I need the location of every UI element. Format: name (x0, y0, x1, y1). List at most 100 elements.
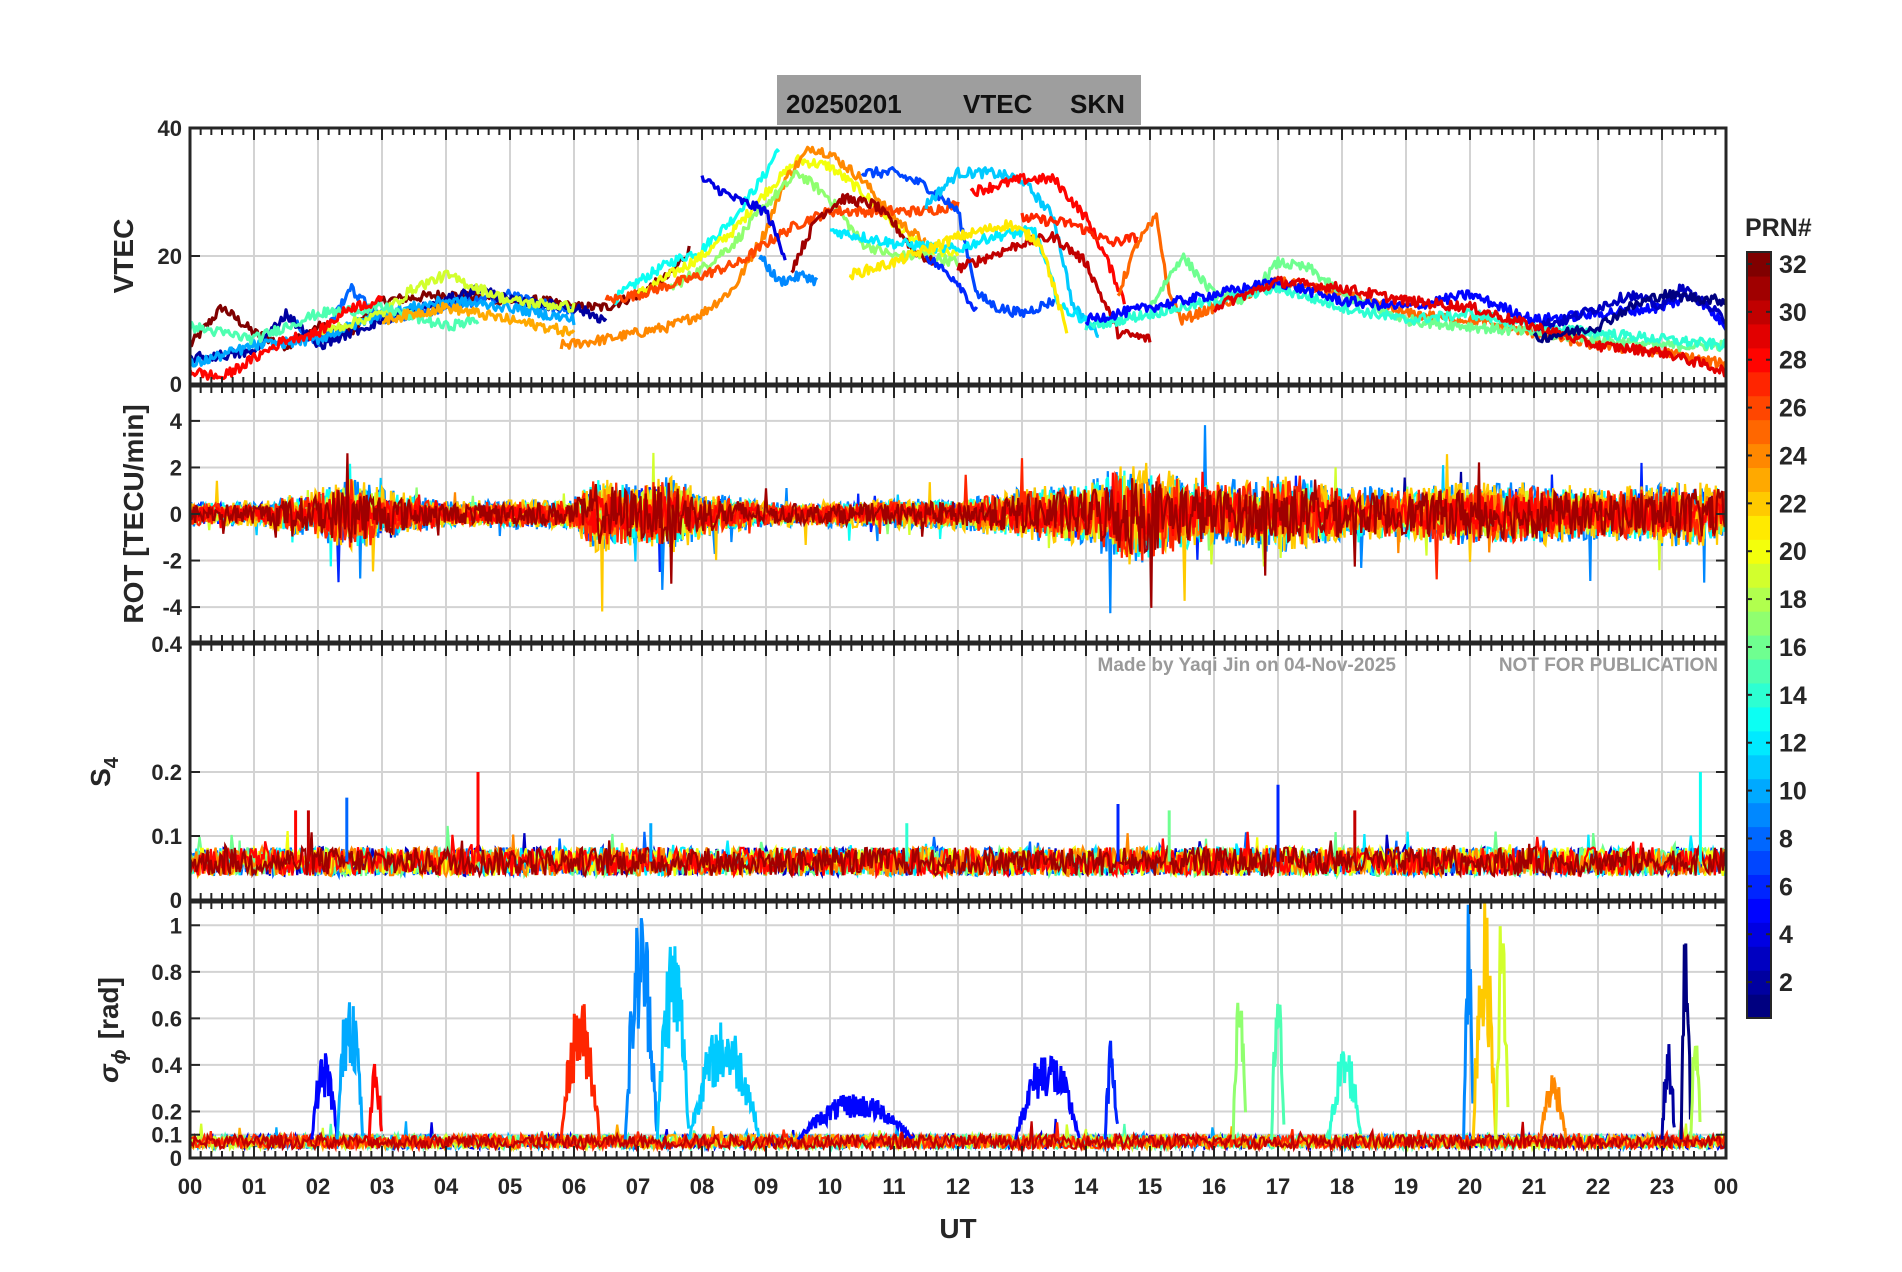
s4-ytick-label: 0.4 (151, 632, 182, 657)
vtec-series-prn-4 (700, 175, 787, 261)
sigma-phi-burst-prn-9 (623, 918, 659, 1140)
sigma-phi-burst-prn-6 (1103, 1040, 1119, 1140)
x-axis: 00 01 02 03 04 05 06 07 08 09 10 11 12 13 14 15 16 17 18 19… (178, 1174, 1738, 1199)
sigma-phi-burst-prn-10 (335, 1002, 364, 1140)
rot-ytick-label: -4 (162, 595, 182, 620)
x-tick-label: 19 (1394, 1174, 1418, 1199)
colorbar-swatch (1747, 563, 1771, 588)
title-date: 20250201 (786, 89, 902, 119)
sigma-phi-burst-prn-1 (1679, 943, 1692, 1140)
title-quantity: VTEC (963, 89, 1033, 119)
sigma-phi-ytick-label: 0.1 (151, 1123, 182, 1148)
vtec-series-prn-7 (860, 166, 1056, 318)
rot-series-prn-31 (190, 453, 1726, 608)
vtec-ytick-label: 0 (170, 372, 182, 397)
sigma-phi-burst-prn-24 (1538, 1075, 1568, 1140)
sigma-phi-ylabel-sub: ϕ (109, 1049, 131, 1064)
colorbar-swatch (1747, 611, 1771, 636)
s4-axes-box (188, 642, 1728, 902)
vtec-ytick-label: 40 (158, 116, 182, 141)
x-tick-label: 05 (498, 1174, 522, 1199)
x-axis-label: UT (939, 1213, 976, 1244)
sigma-phi-burst-prn-5 (310, 1053, 339, 1140)
x-tick-label: 14 (1074, 1174, 1099, 1199)
colorbar-swatch (1747, 467, 1771, 492)
rot-axes-box (188, 384, 1728, 644)
x-tick-label: 20 (1458, 1174, 1482, 1199)
x-tick-label: 03 (370, 1174, 394, 1199)
x-tick-label: 18 (1330, 1174, 1354, 1199)
colorbar-tick-label: 24 (1779, 442, 1807, 470)
colorbar-tick-label: 2 (1779, 969, 1793, 997)
colorbar-swatch (1747, 994, 1771, 1019)
rot-series-prn-22 (190, 454, 1726, 612)
rot-ylabel: ROT [TECU/min] (118, 404, 149, 623)
x-tick-label: 09 (754, 1174, 778, 1199)
colorbar-tick-label: 14 (1779, 682, 1807, 710)
x-tick-label: 01 (242, 1174, 266, 1199)
colorbar-swatch (1747, 515, 1771, 540)
vtec-series-prn-26 (604, 200, 960, 305)
vtec-panel: 0 20 40 VTEC (108, 116, 1728, 397)
sigma-phi-burst-prn-19 (1494, 926, 1510, 1140)
colorbar-tick-label: 32 (1779, 251, 1807, 279)
vtec-series-prn-32 (190, 245, 691, 352)
colorbar-tick-label: 4 (1779, 921, 1793, 949)
colorbar-swatch (1747, 898, 1771, 923)
vtec-series-prn-23 (381, 301, 576, 338)
sigma-phi-burst-prn-15 (1270, 1003, 1286, 1140)
sigma-phi-series-prn-30 (190, 1121, 1726, 1153)
x-tick-label: 10 (818, 1174, 842, 1199)
sigma-phi-ytick-label: 0.8 (151, 960, 182, 985)
vtec-series-prn-20 (636, 154, 960, 295)
sigma-phi-axes-box (188, 900, 1728, 1160)
vtec-ylabel: VTEC (108, 219, 139, 294)
rot-ytick-label: 0 (170, 502, 182, 527)
sigma-phi-burst-prn-27 (559, 1004, 602, 1140)
sigma-phi-burst-prn-11 (655, 946, 691, 1140)
rot-ytick-label: 4 (170, 409, 183, 434)
colorbar-swatch (1747, 419, 1771, 445)
colorbar-tick-label: 20 (1779, 538, 1807, 566)
vtec-series-prn-9 (758, 254, 819, 287)
colorbar-frame (1746, 251, 1772, 1019)
vtec-series-prn-27 (1020, 212, 1139, 248)
vtec-series-prn-1 (1532, 288, 1726, 344)
vtec-grid (189, 127, 1727, 385)
vtec-series-prn-13 (611, 148, 781, 306)
s4-ylabel-main: S (85, 768, 116, 787)
sigma-phi-burst-prn-5 (796, 1094, 914, 1141)
colorbar-tick-label: 12 (1779, 730, 1807, 758)
x-tick-label: 11 (882, 1174, 905, 1199)
x-tick-label: 12 (946, 1174, 970, 1199)
watermark-notice: NOT FOR PUBLICATION (1499, 655, 1718, 676)
sigma-phi-panel: 00.10.2 0.4 0.6 0.8 1 σϕ [rad] (93, 900, 1728, 1171)
colorbar-tick-label: 28 (1779, 347, 1807, 375)
s4-series-prn-31 (190, 832, 1726, 881)
vtec-series-prn-15 (190, 301, 480, 346)
rot-ytick-label: -2 (162, 549, 182, 574)
s4-ytick-label: 0.2 (151, 760, 182, 785)
colorbar-swatch (1747, 658, 1771, 684)
rot-panel: -4 -2 0 2 4 ROT [TECU/min] (118, 384, 1728, 644)
s4-panel: 0 0.1 0.2 0.4 S4 NOT FOR PUBLICATION Made b… (85, 632, 1728, 913)
colorbar-tick-label: 6 (1779, 873, 1793, 901)
colorbar-tick-label: 18 (1779, 586, 1807, 614)
sigma-phi-burst-prn-9 (1462, 904, 1475, 1140)
colorbar-tick-label: 10 (1779, 778, 1807, 806)
sigma-phi-ytick-label: 1 (170, 913, 182, 938)
colorbar-tick-label: 22 (1779, 490, 1807, 518)
rot-ytick-label: 2 (170, 455, 182, 480)
sigma-phi-burst-prn-17 (1231, 1002, 1247, 1140)
colorbar-swatch (1747, 754, 1771, 780)
x-tick-label: 02 (306, 1174, 330, 1199)
vtec-series-prn-29 (1212, 275, 1726, 378)
sigma-phi-burst-prn-22 (1471, 902, 1497, 1140)
s4-ylabel-sub: 4 (101, 756, 123, 768)
sigma-phi-ylabel: σϕ [rad] (93, 977, 131, 1083)
colorbar-tick-label: 16 (1779, 634, 1807, 662)
x-tick-label: 13 (1010, 1174, 1034, 1199)
watermark-author: Made by Yaqi Jin on 04-Nov-2025 (1098, 655, 1397, 676)
rot-series-group (190, 425, 1726, 614)
